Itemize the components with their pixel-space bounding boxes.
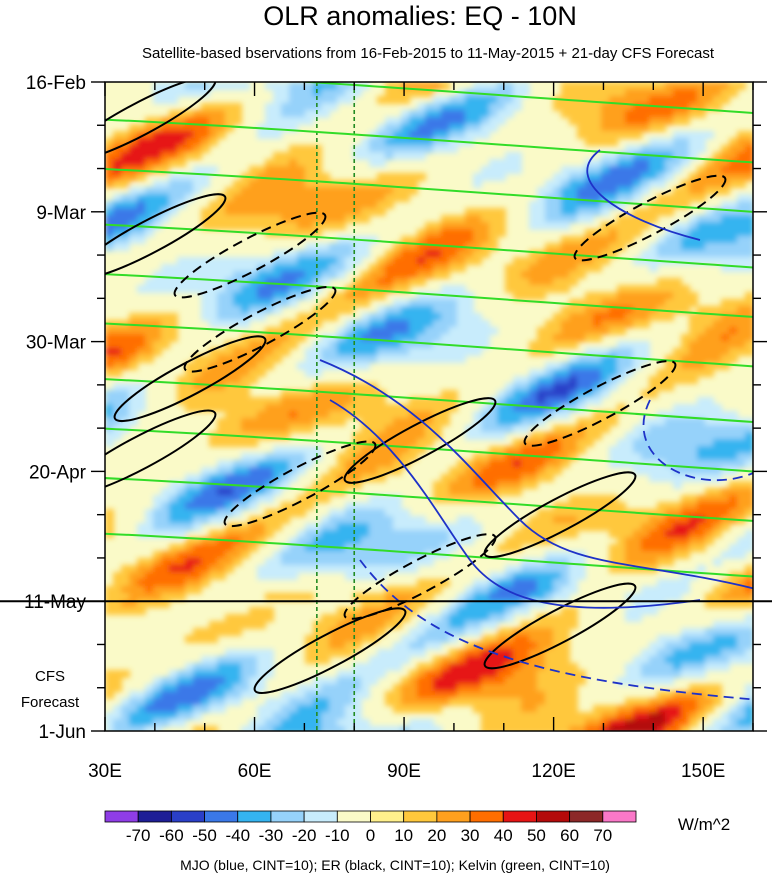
er-contour bbox=[183, 285, 337, 373]
kelvin-contour bbox=[105, 427, 753, 473]
kelvin-contour bbox=[105, 223, 753, 269]
olr-anomaly-fill bbox=[105, 82, 753, 731]
contour-legend-footnote: MJO (blue, CINT=10); ER (black, CINT=10)… bbox=[180, 857, 610, 873]
colorbar-swatch bbox=[137, 810, 172, 823]
colorbar-swatch bbox=[502, 810, 537, 823]
colorbar-level-label: 40 bbox=[494, 826, 513, 845]
x-tick-label: 30E bbox=[88, 761, 122, 782]
colorbar-swatch bbox=[602, 810, 637, 823]
colorbar-swatch bbox=[170, 810, 205, 823]
y-tick-label: 9-Mar bbox=[36, 203, 86, 224]
kelvin-contour bbox=[105, 378, 753, 424]
colorbar-swatch bbox=[403, 810, 438, 823]
colorbar-swatch bbox=[270, 810, 305, 823]
kelvin-contour bbox=[294, 82, 753, 114]
kelvin-contour bbox=[105, 168, 753, 213]
x-tick-label: 150E bbox=[681, 761, 725, 782]
y-tick-label: 20-Apr bbox=[29, 462, 87, 483]
colorbar-level-label: -10 bbox=[325, 826, 350, 845]
forecast-label-line2: Forecast bbox=[21, 694, 80, 711]
colorbar-swatch bbox=[204, 810, 239, 823]
plot-frame bbox=[104, 81, 754, 732]
er-contour bbox=[483, 471, 637, 558]
x-axis-tick-labels: 30E 60E 90E 120E 150E bbox=[88, 761, 725, 782]
er-contour bbox=[523, 360, 677, 447]
wave-contours bbox=[105, 82, 753, 701]
y-axis-tick-labels: 16-Feb 9-Mar 30-Mar 20-Apr 11-May 1-Jun bbox=[24, 73, 87, 743]
colorbar-swatch bbox=[436, 810, 471, 823]
reference-longitude-lines bbox=[316, 82, 356, 731]
y-tick-label: 1-Jun bbox=[38, 722, 86, 743]
forecast-label-line1: CFS bbox=[35, 668, 65, 685]
colorbar-swatch bbox=[336, 810, 371, 823]
er-contour bbox=[105, 82, 217, 163]
colorbar-level-label: 0 bbox=[366, 826, 375, 845]
kelvin-contour bbox=[105, 477, 753, 522]
kelvin-contour bbox=[105, 118, 753, 164]
colorbar-level-label: -50 bbox=[192, 826, 217, 845]
er-contour bbox=[343, 533, 497, 620]
y-tick-label: 30-Mar bbox=[26, 333, 87, 354]
colorbar-level-label: 20 bbox=[427, 826, 446, 845]
x-tick-label: 90E bbox=[387, 761, 421, 782]
er-contour bbox=[173, 211, 327, 299]
er-contour bbox=[105, 193, 227, 280]
colorbar-swatch bbox=[303, 810, 338, 823]
colorbar-swatch bbox=[536, 810, 571, 823]
y-tick-label: 11-May bbox=[24, 592, 86, 613]
chart-title: OLR anomalies: EQ - 10N bbox=[263, 1, 577, 31]
colorbar-swatch bbox=[370, 810, 405, 823]
mjo-contour bbox=[319, 359, 753, 590]
colorbar-unit: W/m^2 bbox=[678, 815, 730, 834]
er-contour bbox=[113, 335, 267, 423]
er-contour bbox=[223, 440, 377, 528]
colorbar-level-label: -30 bbox=[259, 826, 284, 845]
kelvin-contour bbox=[105, 322, 753, 368]
colorbar-level-label: -40 bbox=[225, 826, 250, 845]
colorbar-level-label: -70 bbox=[126, 826, 151, 845]
mjo-contour bbox=[642, 399, 753, 481]
colorbar-level-label: 70 bbox=[593, 826, 612, 845]
colorbar: -70 -60 -50 -40 -30 -20 -10 0 10 20 30 40 50 60 70 bbox=[104, 810, 637, 845]
colorbar-level-label: 60 bbox=[560, 826, 579, 845]
mjo-contour bbox=[586, 149, 701, 241]
x-tick-label: 60E bbox=[238, 761, 272, 782]
colorbar-swatch bbox=[237, 810, 272, 823]
colorbar-level-label: 50 bbox=[527, 826, 546, 845]
plot-area bbox=[105, 82, 753, 731]
y-tick-label: 16-Feb bbox=[26, 73, 86, 94]
er-contour bbox=[483, 582, 637, 670]
colorbar-swatch bbox=[569, 810, 604, 823]
er-contour bbox=[573, 174, 727, 262]
colorbar-level-label: -60 bbox=[159, 826, 184, 845]
mjo-contour bbox=[359, 559, 753, 701]
colorbar-level-label: 30 bbox=[461, 826, 480, 845]
x-tick-label: 120E bbox=[531, 761, 575, 782]
chart-subtitle: Satellite-based bservations from 16-Feb-… bbox=[142, 45, 715, 62]
colorbar-level-label: 10 bbox=[394, 826, 413, 845]
er-contour bbox=[253, 607, 407, 694]
colorbar-swatch bbox=[104, 810, 139, 823]
er-contour bbox=[343, 397, 497, 484]
colorbar-swatch bbox=[469, 810, 504, 823]
colorbar-level-label: -20 bbox=[292, 826, 317, 845]
er-contour bbox=[105, 409, 217, 497]
mjo-contour bbox=[329, 399, 701, 609]
